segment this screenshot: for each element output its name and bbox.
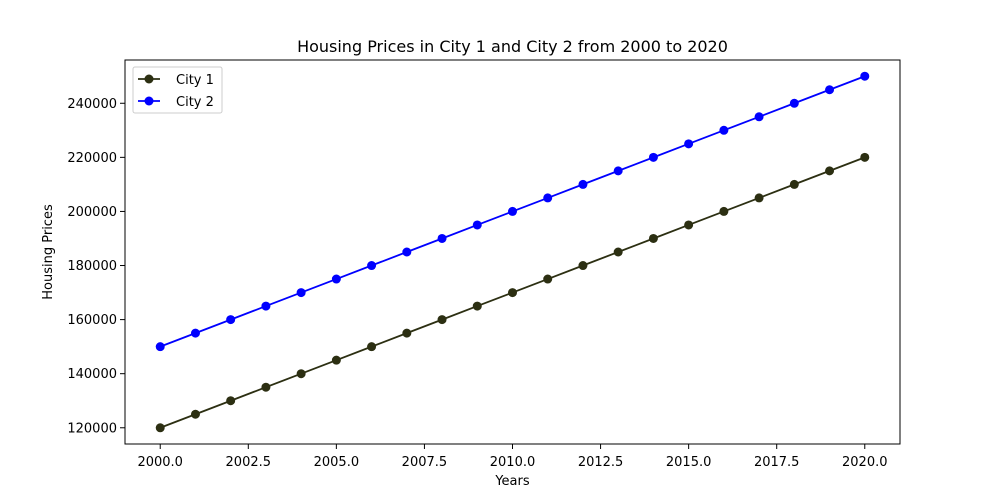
data-point-city-1 <box>508 288 517 298</box>
x-axis-label: Years <box>494 474 530 489</box>
data-point-city-1 <box>719 206 729 216</box>
data-point-city-1 <box>296 369 306 379</box>
data-point-city-1 <box>226 396 236 406</box>
x-tick-label: 2005.0 <box>314 455 360 470</box>
x-axis-ticks: 2000.0 2002.5 2005.0 2007.5 2010.0 2012.5 2015… <box>137 444 888 470</box>
x-tick-label: 2002.5 <box>226 455 272 470</box>
data-point-city-1 <box>789 179 799 189</box>
data-point-city-1 <box>367 342 377 352</box>
data-point-city-1 <box>155 423 165 433</box>
data-point-city-2 <box>155 342 165 352</box>
x-tick-label: 2007.5 <box>402 455 448 470</box>
x-tick-label: 2012.5 <box>578 455 624 470</box>
data-point-city-2 <box>754 112 764 122</box>
y-axis-ticks: 120000 140000 160000 180000 200000 220000 2400… <box>67 97 125 436</box>
data-point-city-1 <box>578 261 588 271</box>
data-point-city-2 <box>578 179 588 189</box>
legend-city-2-label: City 2 <box>176 95 214 110</box>
data-point-city-1 <box>261 382 271 392</box>
series-layer <box>155 71 870 433</box>
x-tick-label: 2010.0 <box>490 455 536 470</box>
y-tick-label: 240000 <box>67 97 117 112</box>
x-tick-label: 2015.0 <box>666 455 712 470</box>
data-point-city-2 <box>860 71 870 81</box>
x-tick-label: 2020.0 <box>842 455 888 470</box>
data-point-city-2 <box>296 288 306 298</box>
data-point-city-2 <box>367 261 377 271</box>
data-point-city-1 <box>543 274 553 284</box>
y-tick-label: 160000 <box>67 313 117 328</box>
y-tick-label: 140000 <box>67 367 117 382</box>
y-tick-label: 200000 <box>67 205 117 220</box>
data-point-city-2 <box>825 85 835 95</box>
data-point-city-2 <box>190 328 200 338</box>
legend: City 1 City 2 <box>132 66 223 114</box>
data-point-city-1 <box>754 193 764 203</box>
data-point-city-2 <box>226 315 236 325</box>
data-point-city-1 <box>860 152 870 162</box>
data-point-city-1 <box>613 247 623 257</box>
legend-city-1-label: City 1 <box>176 73 214 88</box>
data-point-city-2 <box>402 247 412 257</box>
data-point-city-2 <box>648 152 658 162</box>
data-point-city-1 <box>684 220 694 230</box>
y-axis-label: Housing Prices <box>41 204 56 300</box>
data-point-city-1 <box>437 315 447 325</box>
data-point-city-2 <box>261 301 271 311</box>
data-point-city-2 <box>472 220 482 230</box>
data-point-city-1 <box>402 328 412 338</box>
data-point-city-2 <box>331 274 341 284</box>
chart-title: Housing Prices in City 1 and City 2 from… <box>297 37 728 56</box>
data-point-city-1 <box>648 233 658 243</box>
data-point-city-2 <box>543 193 553 203</box>
data-point-city-1 <box>825 166 835 176</box>
y-tick-label: 120000 <box>67 421 117 436</box>
legend-city-2-marker <box>144 96 154 106</box>
data-point-city-2 <box>508 206 517 216</box>
data-point-city-2 <box>789 98 799 108</box>
data-point-city-1 <box>472 301 482 311</box>
data-point-city-1 <box>331 355 341 365</box>
x-tick-label: 2000.0 <box>137 455 183 470</box>
data-point-city-2 <box>437 233 447 243</box>
data-point-city-2 <box>613 166 623 176</box>
data-point-city-1 <box>190 409 200 419</box>
y-tick-label: 220000 <box>67 151 117 166</box>
plot-frame <box>124 59 901 445</box>
x-tick-label: 2017.5 <box>754 455 800 470</box>
plot-area <box>124 59 901 445</box>
data-point-city-2 <box>719 125 729 135</box>
data-point-city-2 <box>684 139 694 149</box>
legend-city-1-marker <box>144 74 154 84</box>
y-tick-label: 180000 <box>67 259 117 274</box>
